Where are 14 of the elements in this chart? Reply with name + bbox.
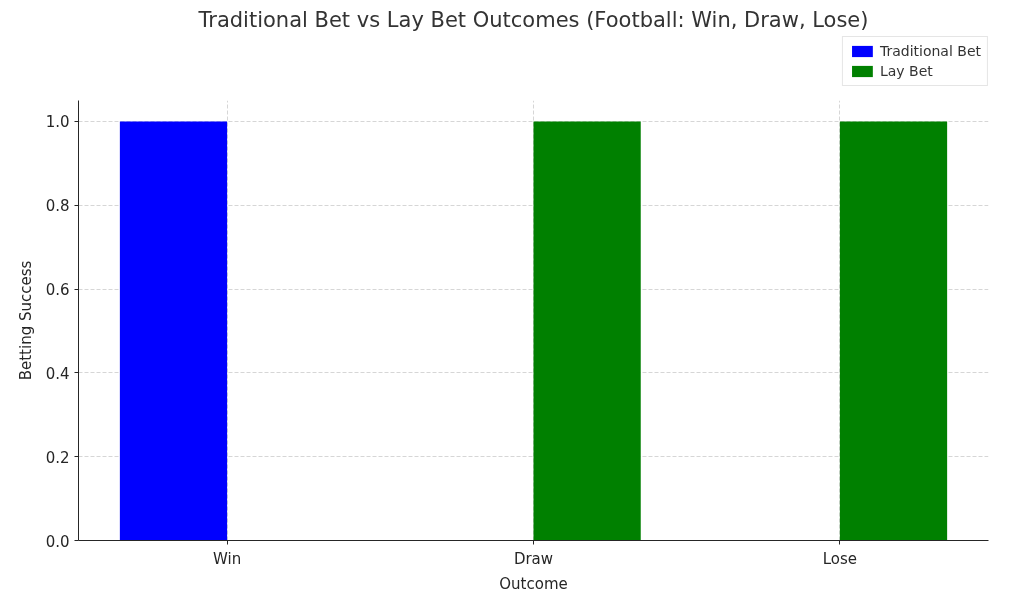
y-tick-label: 0.0 [45,532,70,551]
y-axis-title: Betting Success [16,260,35,381]
y-tick-label: 0.2 [45,448,70,467]
x-tick-label: Draw [513,549,554,568]
y-tick-label: 0.8 [45,197,70,216]
y-tick-label: 0.4 [45,364,70,383]
y-tick-label: 0.6 [45,281,70,300]
y-tick-label: 1.0 [45,113,70,132]
chart-title: Traditional Bet vs Lay Bet Outcomes (Football: Win, Draw, Lose) [197,7,869,32]
legend-label: Traditional Bet [879,43,981,59]
x-axis-title: Outcome [499,574,568,593]
legend-label: Lay Bet [879,63,933,79]
x-tick-label: Lose [822,549,858,568]
x-tick-label: Win [213,549,242,568]
